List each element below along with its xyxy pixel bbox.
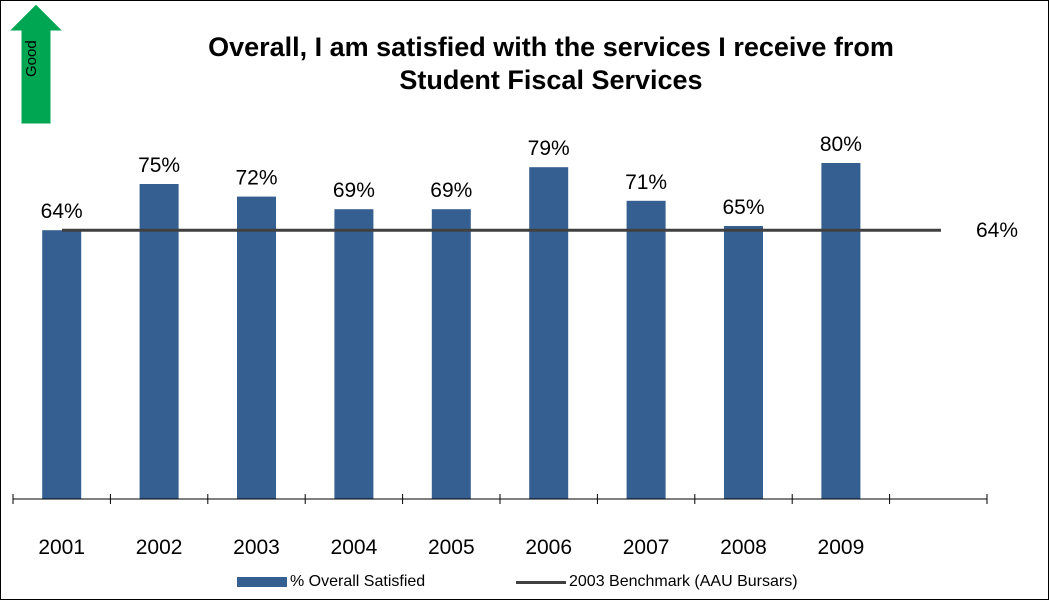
x-tick-label-2005: 2005 — [428, 536, 475, 559]
bar-label-2008: 65% — [722, 196, 764, 219]
x-tick-label-2003: 2003 — [233, 536, 280, 559]
bar-label-2003: 72% — [235, 167, 277, 190]
legend-swatch-benchmark — [516, 580, 566, 584]
bar-2002 — [139, 184, 179, 499]
chart-title-line-2: Student Fiscal Services — [399, 65, 703, 95]
legend-label-benchmark: 2003 Benchmark (AAU Bursars) — [569, 573, 798, 590]
bar-2007 — [626, 200, 666, 500]
chart-title: Overall, I am satisfied with the service… — [121, 31, 981, 97]
benchmark-label: 64% — [976, 219, 1018, 242]
bar-label-2006: 79% — [528, 137, 570, 160]
chart-title-line-1: Overall, I am satisfied with the service… — [208, 32, 894, 62]
x-tick-label-2006: 2006 — [525, 536, 572, 559]
bar-label-2005: 69% — [430, 179, 472, 202]
legend-item-benchmark: 2003 Benchmark (AAU Bursars) — [516, 573, 798, 591]
legend-label-bars: % Overall Satisfied — [290, 573, 426, 590]
bar-label-2002: 75% — [138, 154, 180, 177]
x-tick-label-2008: 2008 — [720, 536, 767, 559]
legend: % Overall Satisfied 2003 Benchmark (AAU … — [1, 573, 1049, 597]
legend-item-bars: % Overall Satisfied — [237, 573, 425, 591]
x-tick-label-2009: 2009 — [818, 536, 865, 559]
legend-swatch-bars — [237, 577, 287, 587]
x-tick-label-2001: 2001 — [38, 536, 85, 559]
bar-2004 — [334, 209, 374, 499]
bar-2003 — [237, 196, 276, 499]
bar-label-2009: 80% — [820, 133, 862, 156]
x-tick-label-2002: 2002 — [136, 536, 183, 559]
bar-2006 — [529, 167, 569, 499]
bar-2001 — [42, 230, 82, 499]
x-tick-label-2007: 2007 — [623, 536, 670, 559]
bar-2008 — [724, 226, 763, 499]
bar-2009 — [821, 163, 861, 499]
bar-label-2004: 69% — [333, 179, 375, 202]
bar-label-2007: 71% — [625, 171, 667, 194]
good-arrow-icon — [7, 3, 65, 125]
bar-2005 — [431, 209, 471, 499]
bar-label-2001: 64% — [41, 200, 83, 223]
x-tick-label-2004: 2004 — [331, 536, 378, 559]
